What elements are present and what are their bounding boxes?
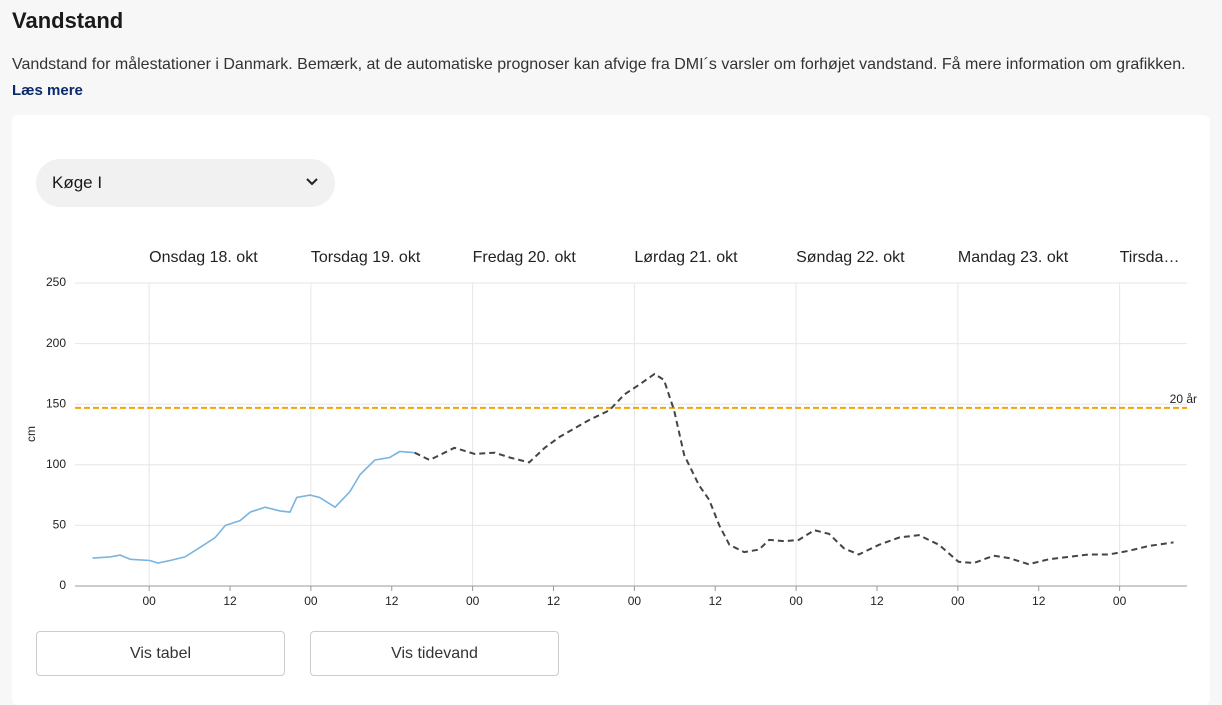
- table-button[interactable]: Vis tabel: [36, 631, 285, 676]
- station-select[interactable]: Køge I: [36, 159, 335, 207]
- description: Vandstand for målestationer i Danmark. B…: [12, 56, 1186, 73]
- read-more-link[interactable]: Læs mere: [12, 82, 83, 99]
- page: Vandstand Vandstand for målestationer i …: [12, 8, 1197, 676]
- page-title: Vandstand: [12, 8, 124, 33]
- tide-button[interactable]: Vis tidevand: [310, 631, 559, 676]
- chevron: [306, 178, 318, 186]
- station-label: Køge I: [52, 173, 103, 192]
